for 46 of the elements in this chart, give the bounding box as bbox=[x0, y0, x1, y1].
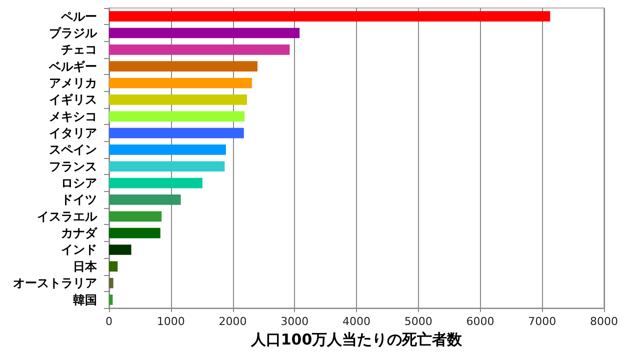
x-axis-title: 人口100万人当たりの死亡者数 bbox=[250, 330, 464, 348]
y-tick-label: 韓国 bbox=[73, 292, 97, 307]
x-tick-label: 7000 bbox=[528, 315, 556, 328]
y-tick-label: オーストラリア bbox=[13, 276, 97, 290]
y-tick-label: スペイン bbox=[49, 142, 97, 157]
y-tick-label: ベルギー bbox=[48, 59, 97, 74]
x-tick-label: 1000 bbox=[156, 315, 185, 328]
x-tick-label: 2000 bbox=[218, 315, 247, 328]
x-tick-label: 6000 bbox=[466, 315, 494, 328]
bar bbox=[109, 178, 202, 188]
bar bbox=[109, 94, 247, 105]
bar bbox=[109, 244, 132, 255]
x-tick-label: 3000 bbox=[280, 315, 309, 328]
y-tick-label: チェコ bbox=[61, 42, 97, 57]
bar bbox=[109, 278, 114, 288]
x-tick-label: 5000 bbox=[404, 315, 432, 328]
y-tick-label: イスラエル bbox=[37, 209, 98, 224]
bar bbox=[109, 161, 225, 172]
bar bbox=[109, 294, 113, 305]
y-tick-label: ロシア bbox=[61, 176, 97, 190]
x-tick-label: 8000 bbox=[590, 315, 618, 328]
y-tick-label: インド bbox=[61, 242, 97, 257]
bar bbox=[109, 211, 162, 222]
y-tick-label: ドイツ bbox=[61, 192, 97, 207]
bar bbox=[109, 261, 118, 272]
x-tick-label: 0 bbox=[106, 315, 112, 328]
y-tick-label: アメリカ bbox=[49, 76, 97, 90]
y-tick-label: 日本 bbox=[73, 259, 98, 274]
x-tick-label: 4000 bbox=[342, 315, 370, 328]
y-tick-label: ペルー bbox=[60, 9, 97, 24]
y-tick-label: フランス bbox=[49, 159, 97, 174]
bar bbox=[109, 194, 181, 205]
bar bbox=[109, 44, 290, 55]
bar bbox=[109, 11, 550, 22]
bar bbox=[109, 78, 252, 88]
y-tick-label: メキシコ bbox=[49, 109, 97, 124]
bar bbox=[109, 61, 258, 72]
bar bbox=[109, 228, 160, 238]
y-tick-label: カナダ bbox=[61, 226, 98, 240]
bar bbox=[109, 111, 245, 122]
y-tick-label: ブラジル bbox=[49, 26, 98, 40]
bar bbox=[109, 144, 226, 155]
y-tick-label: イタリア bbox=[49, 126, 97, 140]
bar bbox=[109, 28, 300, 38]
bar bbox=[109, 128, 244, 138]
y-tick-label: イギリス bbox=[49, 92, 97, 107]
